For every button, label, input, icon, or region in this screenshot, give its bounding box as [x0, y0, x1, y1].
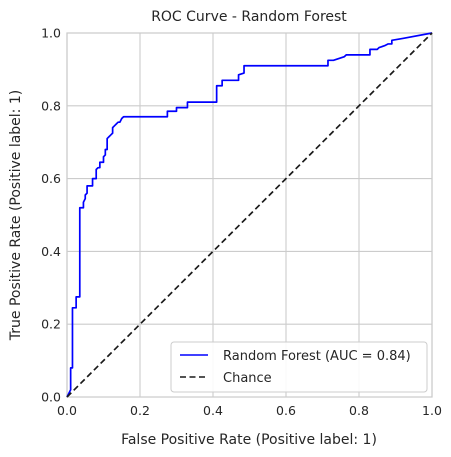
x-tick-label: 0.0 [57, 403, 77, 418]
chart-title: ROC Curve - Random Forest [151, 9, 347, 25]
legend: Random Forest (AUC = 0.84) Chance [170, 341, 428, 393]
y-tick-label: 0.6 [41, 171, 61, 186]
plot-frame [66, 32, 433, 398]
y-tick-label: 0.4 [41, 244, 61, 259]
x-tick-label: 1.0 [422, 403, 442, 418]
x-tick-label: 0.2 [130, 403, 150, 418]
chance-line [66, 32, 433, 398]
x-tick-label: 0.4 [203, 403, 223, 418]
roc-curve-line [66, 32, 433, 398]
legend-box [170, 341, 428, 393]
series-lines [66, 32, 433, 398]
x-axis-label: False Positive Rate (Positive label: 1) [121, 432, 377, 448]
y-tick-label: 1.0 [41, 26, 61, 41]
y-axis-label: True Positive Rate (Positive label: 1) [8, 90, 24, 341]
tick-labels: 0.0 0.2 0.4 0.6 0.8 1.0 0.0 0.2 0.4 0.6 0.8 1.0 [41, 26, 442, 419]
grid [66, 32, 433, 398]
y-tick-label: 0.0 [41, 390, 61, 405]
y-tick-label: 0.8 [41, 98, 61, 113]
y-tick-label: 0.2 [41, 317, 61, 332]
legend-label-chance: Chance [223, 371, 272, 386]
x-tick-label: 0.8 [349, 403, 369, 418]
legend-label-random-forest: Random Forest (AUC = 0.84) [223, 349, 411, 364]
x-tick-label: 0.6 [276, 403, 296, 418]
